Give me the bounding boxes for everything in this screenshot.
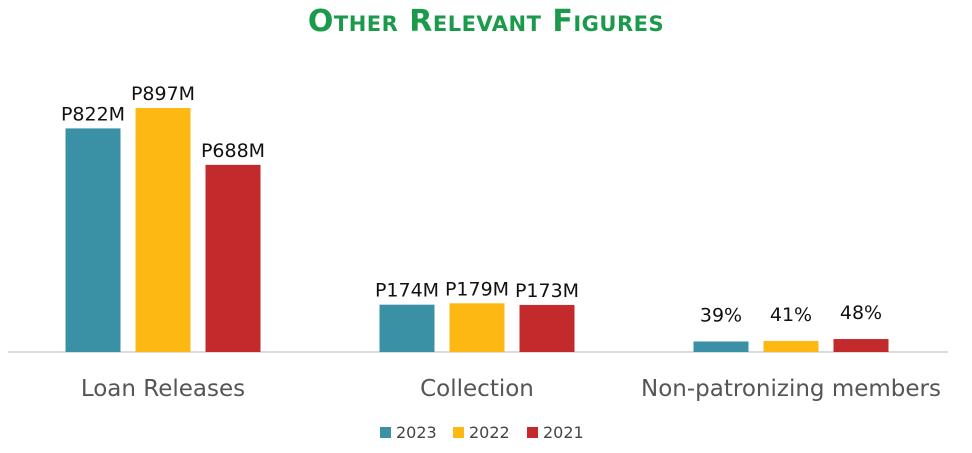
- data-label-collection-2023: P174M: [375, 280, 439, 302]
- x-tick-label: Non-patronizing members: [641, 376, 941, 402]
- data-label-loan-releases-2023: P822M: [61, 103, 125, 125]
- x-tick-label: Loan Releases: [81, 376, 245, 402]
- legend-swatch-2023: [380, 427, 391, 438]
- bar-non-patronizing-members-2022: [763, 340, 819, 352]
- bar-collection-2023: [379, 304, 435, 352]
- data-label-non-patronizing-members-2021: 48%: [840, 302, 882, 324]
- bar-non-patronizing-members-2021: [833, 339, 889, 352]
- data-label-non-patronizing-members-2023: 39%: [700, 304, 742, 326]
- bar-collection-2021: [519, 304, 575, 352]
- data-label-collection-2022: P179M: [445, 278, 509, 300]
- bar-collection-2022: [449, 303, 505, 352]
- data-label-collection-2021: P173M: [515, 280, 579, 302]
- legend-swatch-2021: [527, 427, 538, 438]
- data-label-loan-releases-2022: P897M: [131, 83, 195, 105]
- bar-loan-releases-2021: [205, 164, 261, 352]
- legend-swatch-2022: [453, 427, 464, 438]
- x-tick-label: Collection: [420, 376, 534, 402]
- bar-non-patronizing-members-2023: [693, 341, 749, 352]
- chart-title: Other Relevant Figures: [307, 4, 665, 39]
- bar-loan-releases-2022: [135, 108, 191, 352]
- legend-label-2023: 2023: [396, 423, 437, 442]
- data-label-loan-releases-2021: P688M: [201, 140, 265, 162]
- legend-label-2022: 2022: [469, 423, 510, 442]
- bar-loan-releases-2023: [65, 128, 121, 352]
- data-label-non-patronizing-members-2022: 41%: [770, 304, 812, 326]
- legend-label-2021: 2021: [543, 423, 584, 442]
